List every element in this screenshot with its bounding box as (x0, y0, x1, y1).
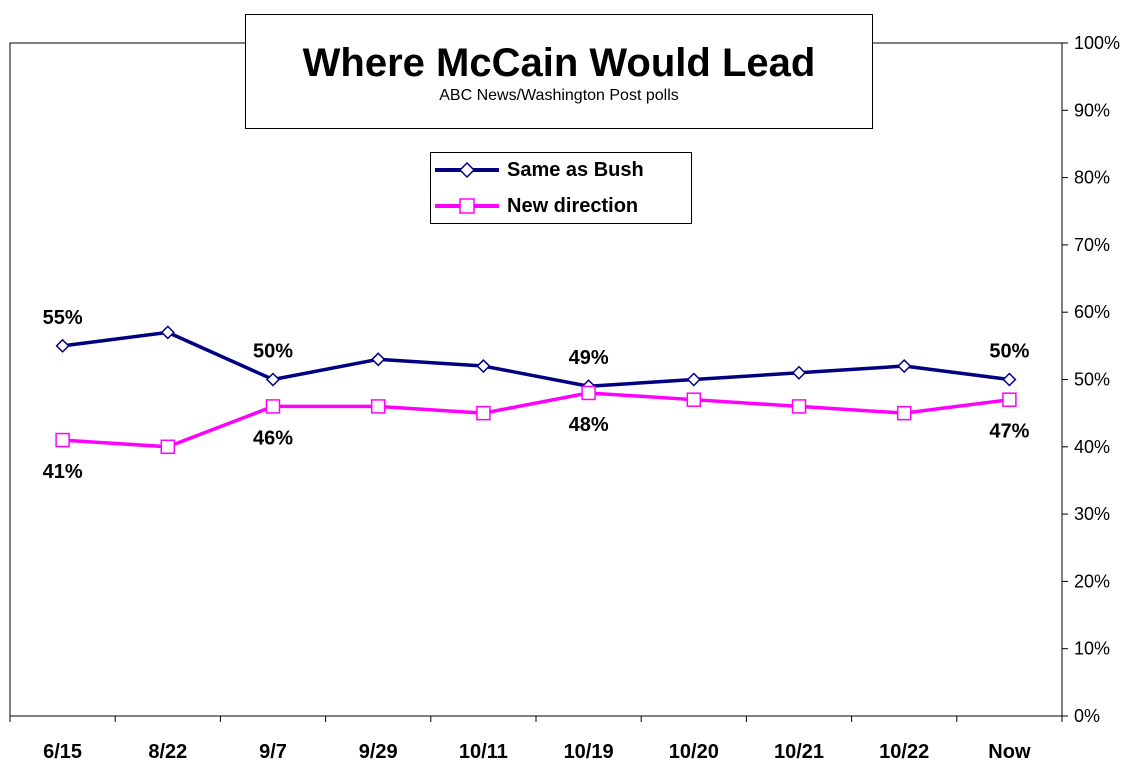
x-tick-label: 10/20 (669, 741, 719, 763)
y-tick-label: 20% (1074, 571, 1110, 591)
legend-item-same-as-bush: Same as Bush (431, 157, 644, 183)
y-tick-label: 70% (1074, 235, 1110, 255)
data-point-same-as-bush (265, 372, 281, 387)
series-line-same-as-bush (62, 330, 1010, 388)
data-label: 48% (569, 414, 609, 436)
x-tick-label: 9/7 (259, 741, 287, 763)
x-tick-label: 10/21 (774, 741, 824, 763)
x-tick-label: 6/15 (43, 741, 82, 763)
data-point-new-direction (581, 385, 596, 401)
data-label: 46% (253, 427, 293, 449)
legend-item-new-direction: New direction (431, 193, 638, 219)
y-tick-label: 90% (1074, 100, 1110, 120)
data-point-new-direction (896, 405, 912, 421)
chart-legend: Same as Bush New direction (430, 152, 692, 224)
legend-swatch-new-direction (435, 198, 499, 214)
data-label: 47% (989, 421, 1029, 443)
data-point-same-as-bush (371, 352, 386, 367)
y-tick-label: 0% (1074, 706, 1100, 726)
y-tick-label: 100% (1074, 33, 1120, 53)
y-tick-label: 30% (1074, 504, 1110, 524)
x-tick-label: 9/29 (359, 741, 398, 763)
data-point-same-as-bush (897, 358, 912, 374)
data-label: 41% (43, 461, 83, 483)
data-point-new-direction (160, 439, 176, 455)
legend-swatch-same-as-bush (435, 161, 499, 179)
data-label: 49% (569, 347, 609, 369)
data-point-same-as-bush (55, 338, 70, 353)
data-point-new-direction (265, 399, 281, 414)
x-tick-label: 10/22 (879, 741, 929, 763)
x-tick-label: 10/19 (564, 741, 614, 763)
y-tick-label: 10% (1074, 639, 1110, 659)
y-tick-label: 40% (1074, 437, 1110, 457)
data-point-new-direction (55, 432, 70, 448)
y-tick-label: 60% (1074, 302, 1110, 322)
data-point-same-as-bush (686, 372, 701, 387)
x-tick-label: 8/22 (148, 741, 187, 763)
data-point-same-as-bush (1002, 372, 1017, 387)
chart-title: Where McCain Would Lead (302, 41, 816, 85)
data-label: 50% (253, 341, 293, 363)
data-label: 55% (43, 307, 83, 329)
legend-label-new-direction: New direction (507, 194, 639, 217)
data-label: 50% (989, 341, 1029, 363)
chart-subtitle: ABC News/Washington Post polls (439, 87, 679, 104)
chart-title-box: Where McCain Would Lead ABC News/Washing… (245, 14, 873, 129)
data-point-new-direction (791, 399, 807, 414)
data-point-new-direction (1002, 392, 1017, 407)
series-line-new-direction (62, 391, 1010, 449)
x-tick-label: Now (988, 741, 1031, 763)
data-point-same-as-bush (791, 365, 807, 380)
legend-label-same-as-bush: Same as Bush (507, 158, 644, 181)
y-tick-label: 50% (1074, 370, 1110, 390)
plot-area (9, 42, 1063, 717)
data-point-same-as-bush (160, 325, 175, 340)
data-point-new-direction (476, 405, 491, 421)
x-tick-label: 10/11 (459, 741, 508, 763)
data-point-same-as-bush (476, 358, 491, 374)
data-point-new-direction (686, 392, 702, 407)
data-point-new-direction (370, 399, 386, 414)
y-tick-label: 80% (1074, 168, 1110, 188)
